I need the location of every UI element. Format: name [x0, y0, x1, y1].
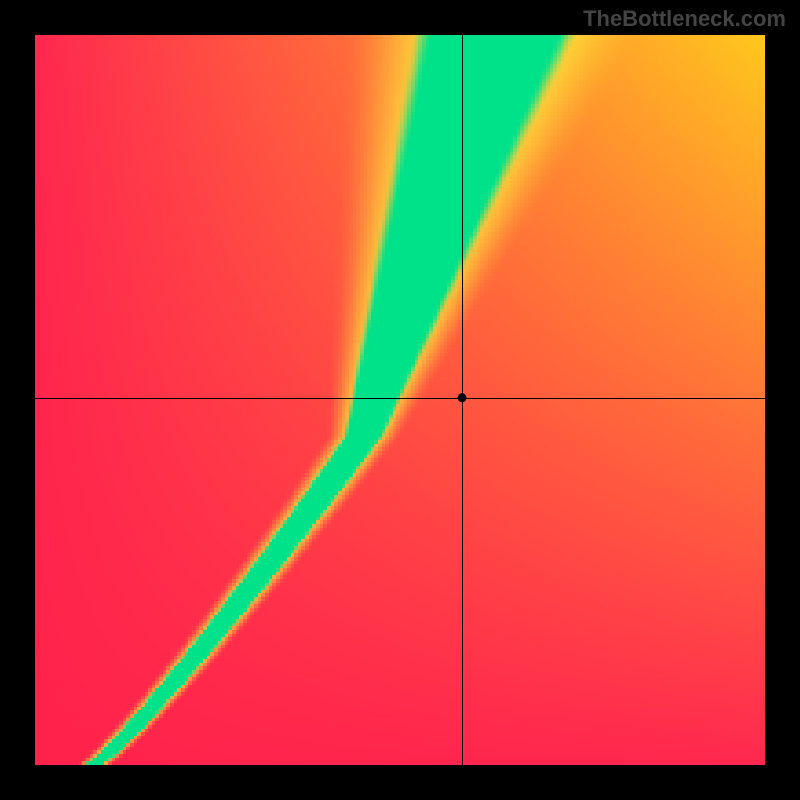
watermark: TheBottleneck.com [583, 6, 786, 32]
heatmap-canvas [0, 0, 800, 800]
chart-container: TheBottleneck.com [0, 0, 800, 800]
